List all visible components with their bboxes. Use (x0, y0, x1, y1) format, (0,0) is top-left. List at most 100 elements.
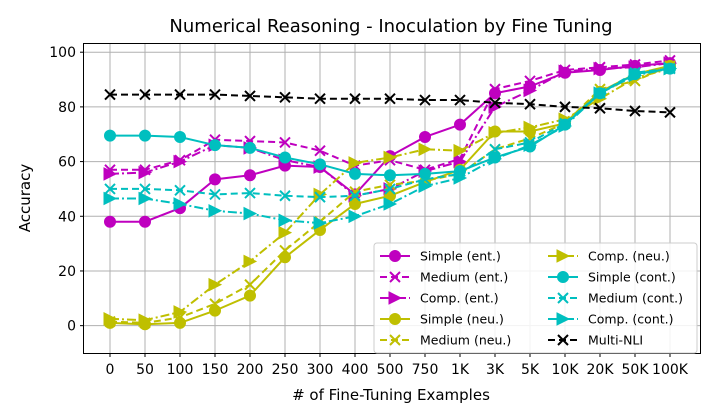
legend-marker (556, 312, 571, 326)
legend-marker (389, 334, 401, 346)
data-point (174, 184, 186, 197)
legend-item: Medium (cont.) (548, 291, 683, 306)
series-medium-cont (104, 62, 676, 203)
data-point (419, 167, 431, 180)
data-point (138, 165, 153, 180)
data-point (279, 190, 291, 202)
x-tick-label: 10K (552, 362, 580, 378)
legend-marker (389, 313, 401, 325)
legend-label: Multi-NLI (588, 333, 643, 348)
x-tick-label: 1K (451, 362, 470, 378)
x-tick-label: 100K (652, 362, 689, 378)
y-tick-label: 60 (58, 155, 76, 171)
data-point (384, 169, 396, 182)
legend-label: Comp. (cont.) (588, 312, 674, 327)
series-multi-nli (104, 88, 676, 119)
data-point (488, 152, 503, 166)
x-tick-label: 0 (106, 362, 115, 378)
data-point (244, 278, 256, 291)
data-point (523, 83, 538, 98)
legend-label: Simple (ent.) (420, 249, 501, 264)
data-point (208, 277, 223, 292)
data-point (244, 187, 256, 199)
data-point (173, 305, 188, 319)
data-point (384, 92, 396, 105)
data-point (523, 120, 538, 135)
legend-label: Comp. (ent.) (420, 291, 499, 306)
x-tick-label: 300 (307, 362, 334, 378)
data-point (663, 61, 678, 76)
legend-label: Comp. (neu.) (588, 249, 670, 264)
data-point (209, 139, 221, 152)
data-point (349, 197, 361, 210)
data-point (419, 130, 431, 143)
data-point (174, 130, 186, 143)
legend-item: Multi-NLI (548, 333, 643, 348)
data-point (279, 136, 291, 149)
data-point (348, 209, 363, 224)
data-point (348, 156, 363, 170)
data-point (384, 183, 396, 195)
x-axis-ticks: 0 50 100 150 200 250 300 400 500 750 1K 3K 5K 10K 20K 5… (106, 353, 689, 378)
data-point (104, 129, 116, 142)
series-group (103, 54, 678, 331)
y-tick-label: 80 (58, 100, 76, 116)
y-tick-label: 100 (49, 45, 76, 61)
data-point (104, 215, 116, 228)
data-point (139, 88, 151, 101)
data-point (383, 150, 398, 165)
x-tick-label: 150 (202, 362, 229, 378)
data-point (524, 75, 536, 87)
data-point (279, 244, 291, 257)
x-tick-label: 500 (377, 362, 404, 378)
data-point (349, 190, 361, 202)
data-point (314, 144, 326, 157)
x-tick-label: 400 (342, 362, 369, 378)
data-point (454, 118, 466, 131)
data-point (243, 206, 258, 221)
data-point (419, 94, 431, 106)
data-point (593, 86, 608, 101)
data-point (664, 106, 676, 119)
legend-marker (389, 250, 401, 262)
legend-label: Simple (neu.) (420, 312, 504, 327)
data-point (313, 216, 328, 230)
data-point (103, 312, 118, 326)
legend-marker (557, 292, 569, 304)
legend-box (373, 242, 698, 354)
data-point (103, 191, 118, 206)
data-point (384, 179, 396, 191)
data-point (489, 83, 501, 95)
data-point (139, 215, 151, 228)
data-point (103, 167, 118, 181)
legend-marker (557, 334, 569, 346)
x-tick-label: 250 (272, 362, 299, 378)
data-point (489, 143, 501, 155)
data-point (174, 316, 186, 329)
chart-title: Numerical Reasoning - Inoculation by Fin… (169, 16, 612, 37)
data-point (278, 225, 293, 240)
data-point (489, 97, 501, 109)
legend-marker (388, 291, 403, 305)
data-point (454, 94, 466, 106)
data-point (349, 167, 361, 180)
x-tick-label: 3K (486, 362, 505, 378)
legend-item: Simple (cont.) (548, 270, 676, 285)
data-point (138, 313, 153, 327)
legend-marker (389, 271, 401, 283)
legend: Simple (ent.) Medium (ent.) Comp. (ent.) Si… (373, 242, 698, 354)
data-point (349, 92, 361, 105)
data-point (209, 173, 221, 186)
legend-item: Comp. (ent.) (380, 291, 499, 306)
data-point (139, 129, 151, 142)
data-point (279, 151, 291, 164)
legend-label: Medium (neu.) (420, 333, 511, 348)
x-tick-label: 750 (412, 362, 439, 378)
x-axis-label: # of Fine-Tuning Examples (292, 386, 490, 404)
data-point (383, 197, 398, 211)
x-tick-label: 200 (237, 362, 264, 378)
data-point (173, 197, 188, 211)
data-point (418, 179, 433, 194)
data-point (453, 171, 468, 185)
